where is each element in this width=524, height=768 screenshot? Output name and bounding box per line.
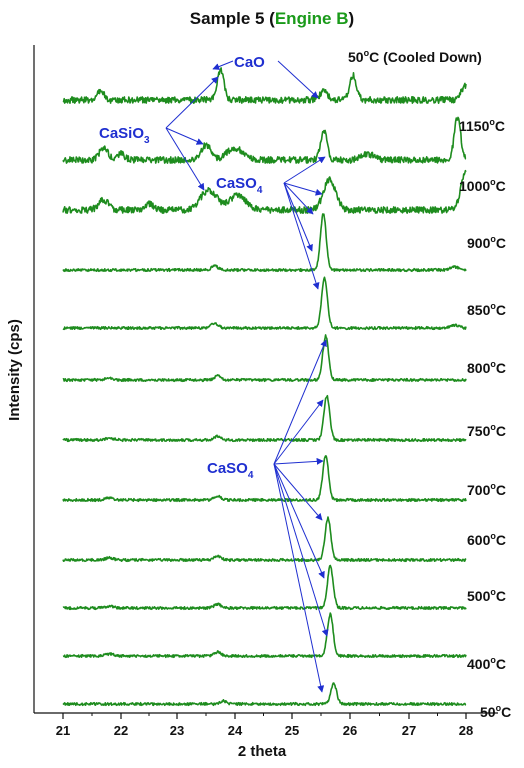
annotation-label: CaO <box>234 54 265 71</box>
annotation-arrow <box>283 182 323 196</box>
annotation-arrow <box>273 463 325 693</box>
series-label: 50oC <box>480 703 511 720</box>
series-line <box>62 67 467 104</box>
chart-title: Sample 5 (Engine B) <box>190 9 354 28</box>
series-line <box>62 169 467 214</box>
series-line <box>62 276 467 331</box>
series-line <box>62 612 467 659</box>
chart-title-prefix: Sample 5 ( <box>190 9 275 28</box>
series-label: 600oC <box>467 531 506 548</box>
y-axis-label: Intensity (cps) <box>6 319 23 421</box>
annotation-label: CaSO4 <box>216 175 263 196</box>
annotations: CaO CaSiO3 CaSO4 CaSO4 <box>99 54 329 693</box>
series-label: 700oC <box>467 481 506 498</box>
annotation-arrow <box>165 127 204 145</box>
series-label: 500oC <box>467 587 506 604</box>
x-tick-label: 25 <box>285 723 299 738</box>
annotation-arrow <box>165 76 219 129</box>
series-line <box>62 213 467 273</box>
annotation-arrow <box>283 182 313 252</box>
series-line <box>62 116 467 164</box>
annotation-label: CaSiO3 <box>99 125 150 146</box>
axes: 21 22 23 24 25 26 27 28 <box>33 45 498 738</box>
annotation-arrow <box>273 463 329 637</box>
series-line <box>62 682 467 707</box>
temperature-labels: 50oC 400oC 500oC 600oC 700oC 750oC 800oC 850oC 9… <box>348 48 511 720</box>
series-label: 1150oC <box>459 117 505 134</box>
annotation-arrow <box>283 182 314 215</box>
annotation-arrow <box>283 156 326 184</box>
x-axis-label: 2 theta <box>238 743 287 760</box>
x-tick-label: 26 <box>343 723 357 738</box>
x-tick-label: 23 <box>170 723 184 738</box>
annotation-arrow <box>273 399 324 465</box>
annotation-arrow <box>277 60 319 99</box>
annotation-label: CaSO4 <box>207 460 254 481</box>
annotation-arrow <box>212 60 234 70</box>
annotation-arrow <box>273 457 324 465</box>
x-tick-label: 21 <box>56 723 70 738</box>
annotation-arrow <box>273 463 323 521</box>
series-line <box>62 564 467 611</box>
series-line <box>62 334 467 383</box>
series-label: 1000oC <box>459 177 506 194</box>
series-label: 750oC <box>467 422 506 439</box>
chart-title-suffix: ) <box>349 9 355 28</box>
series-label: 400oC <box>467 655 506 672</box>
series-label: 850oC <box>467 301 506 318</box>
series-line <box>62 455 467 503</box>
x-tick-label: 22 <box>114 723 128 738</box>
series-label: 900oC <box>467 234 506 251</box>
traces <box>62 67 467 707</box>
x-tick-label: 27 <box>402 723 416 738</box>
annotation-arrow <box>165 127 205 191</box>
annotation-arrow <box>273 463 325 579</box>
chart-title-highlight: Engine B <box>275 9 349 28</box>
x-tick-label: 28 <box>459 723 473 738</box>
annotation-arrow <box>283 182 320 290</box>
annotation-arrow <box>273 339 327 465</box>
x-tick-label: 24 <box>228 723 243 738</box>
series-label: 50oC (Cooled Down) <box>348 48 482 65</box>
series-label: 800oC <box>467 359 506 376</box>
series-line <box>62 394 467 443</box>
series-line <box>62 516 467 563</box>
